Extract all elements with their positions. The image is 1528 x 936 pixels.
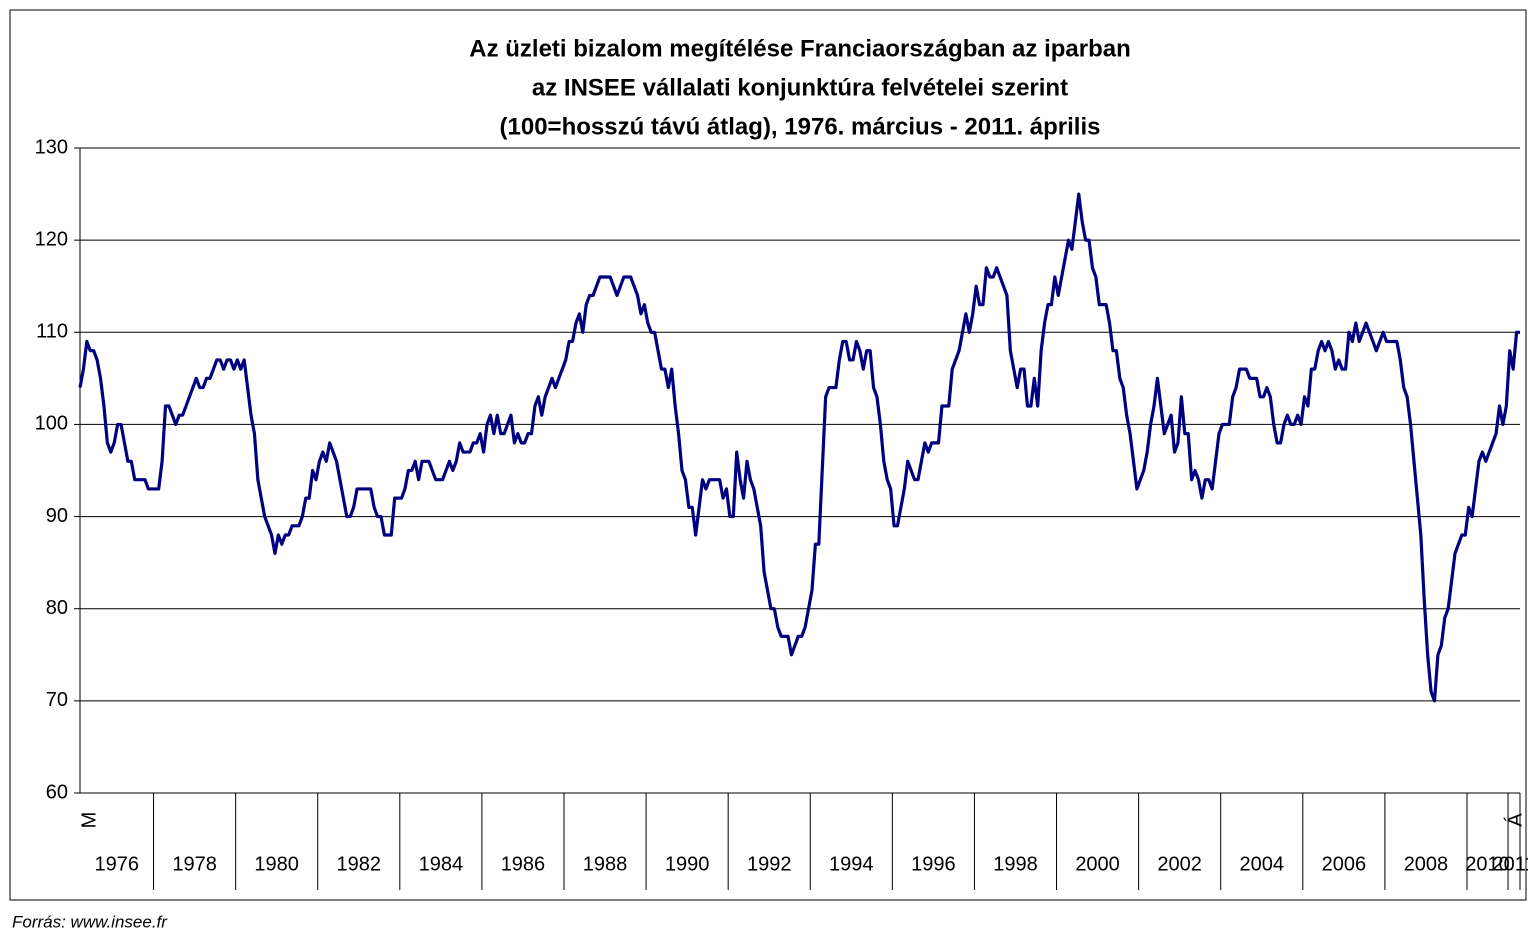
x-group-label: 2004 [1240,853,1285,875]
source-note: Forrás: www.insee.fr [12,912,168,931]
x-group-label: 2008 [1404,853,1449,875]
x-group-label: 1986 [501,853,546,875]
x-group-label: 1984 [419,853,464,875]
y-tick-label: 110 [36,321,68,343]
x-month-label: M [78,812,100,829]
x-group-label: 1990 [665,853,710,875]
chart-title: (100=hosszú távú átlag), 1976. március -… [500,113,1101,140]
x-group-label: 2011 [1493,853,1528,875]
x-month-label: Á [1503,813,1526,827]
y-tick-label: 70 [46,689,68,711]
y-tick-label: 90 [46,505,68,527]
x-group-label: 1996 [911,853,956,875]
y-tick-label: 100 [35,413,68,435]
x-group-label: 1982 [337,853,382,875]
x-group-label: 2006 [1322,853,1367,875]
chart-title: Az üzleti bizalom megítélése Franciaorsz… [469,35,1131,62]
x-group-label: 1988 [583,853,628,875]
y-tick-label: 130 [35,136,68,158]
chart-title: az INSEE vállalati konjunktúra felvétele… [532,74,1068,101]
y-tick-label: 60 [46,781,68,803]
x-group-label: 1978 [172,853,217,875]
x-group-label: 1980 [254,853,299,875]
chart-frame [9,9,1527,901]
x-group-label: 1998 [993,853,1038,875]
x-group-label: 1992 [747,853,792,875]
x-group-label: 2000 [1075,853,1120,875]
x-group-label: 1994 [829,853,874,875]
y-tick-label: 80 [46,597,68,619]
y-tick-label: 120 [35,228,68,250]
x-group-label: 2010 [1465,853,1510,875]
data-line [78,192,1520,703]
x-group-label: 2002 [1157,853,1202,875]
x-group-label: 1976 [95,853,140,875]
